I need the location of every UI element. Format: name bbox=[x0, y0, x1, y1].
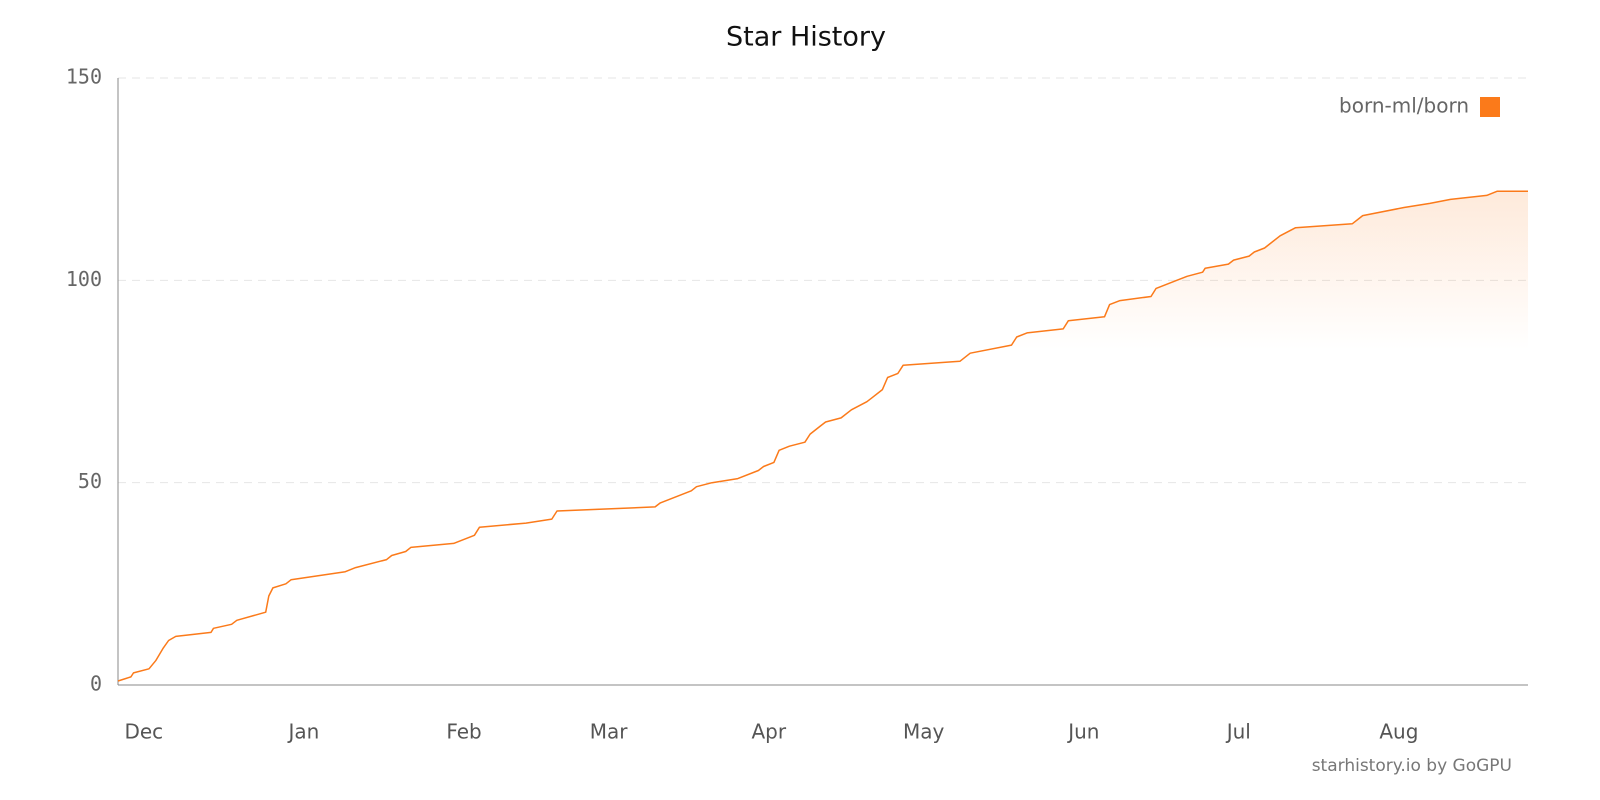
legend-label: born-ml/born bbox=[1339, 94, 1469, 118]
x-tick-label: Mar bbox=[590, 720, 629, 744]
x-tick-label: May bbox=[903, 720, 945, 744]
chart-title: Star History bbox=[726, 22, 886, 53]
x-tick-label: Aug bbox=[1379, 720, 1418, 744]
legend-swatch bbox=[1480, 97, 1500, 117]
x-tick-label: Jan bbox=[287, 720, 320, 744]
y-tick-label: 0 bbox=[90, 672, 102, 696]
x-tick-label: Apr bbox=[751, 720, 786, 744]
y-tick-label: 50 bbox=[78, 469, 102, 493]
y-tick-label: 100 bbox=[66, 267, 102, 291]
credit: starhistory.io by GoGPU bbox=[1312, 756, 1512, 776]
area bbox=[118, 191, 1528, 686]
x-tick-label: Feb bbox=[446, 720, 481, 744]
line bbox=[117, 190, 1528, 682]
y-tick-label: 150 bbox=[66, 65, 102, 89]
x-tick-label: Jun bbox=[1066, 720, 1099, 744]
x-tick-label: Dec bbox=[124, 720, 163, 744]
x-tick-label: Jul bbox=[1225, 720, 1251, 744]
